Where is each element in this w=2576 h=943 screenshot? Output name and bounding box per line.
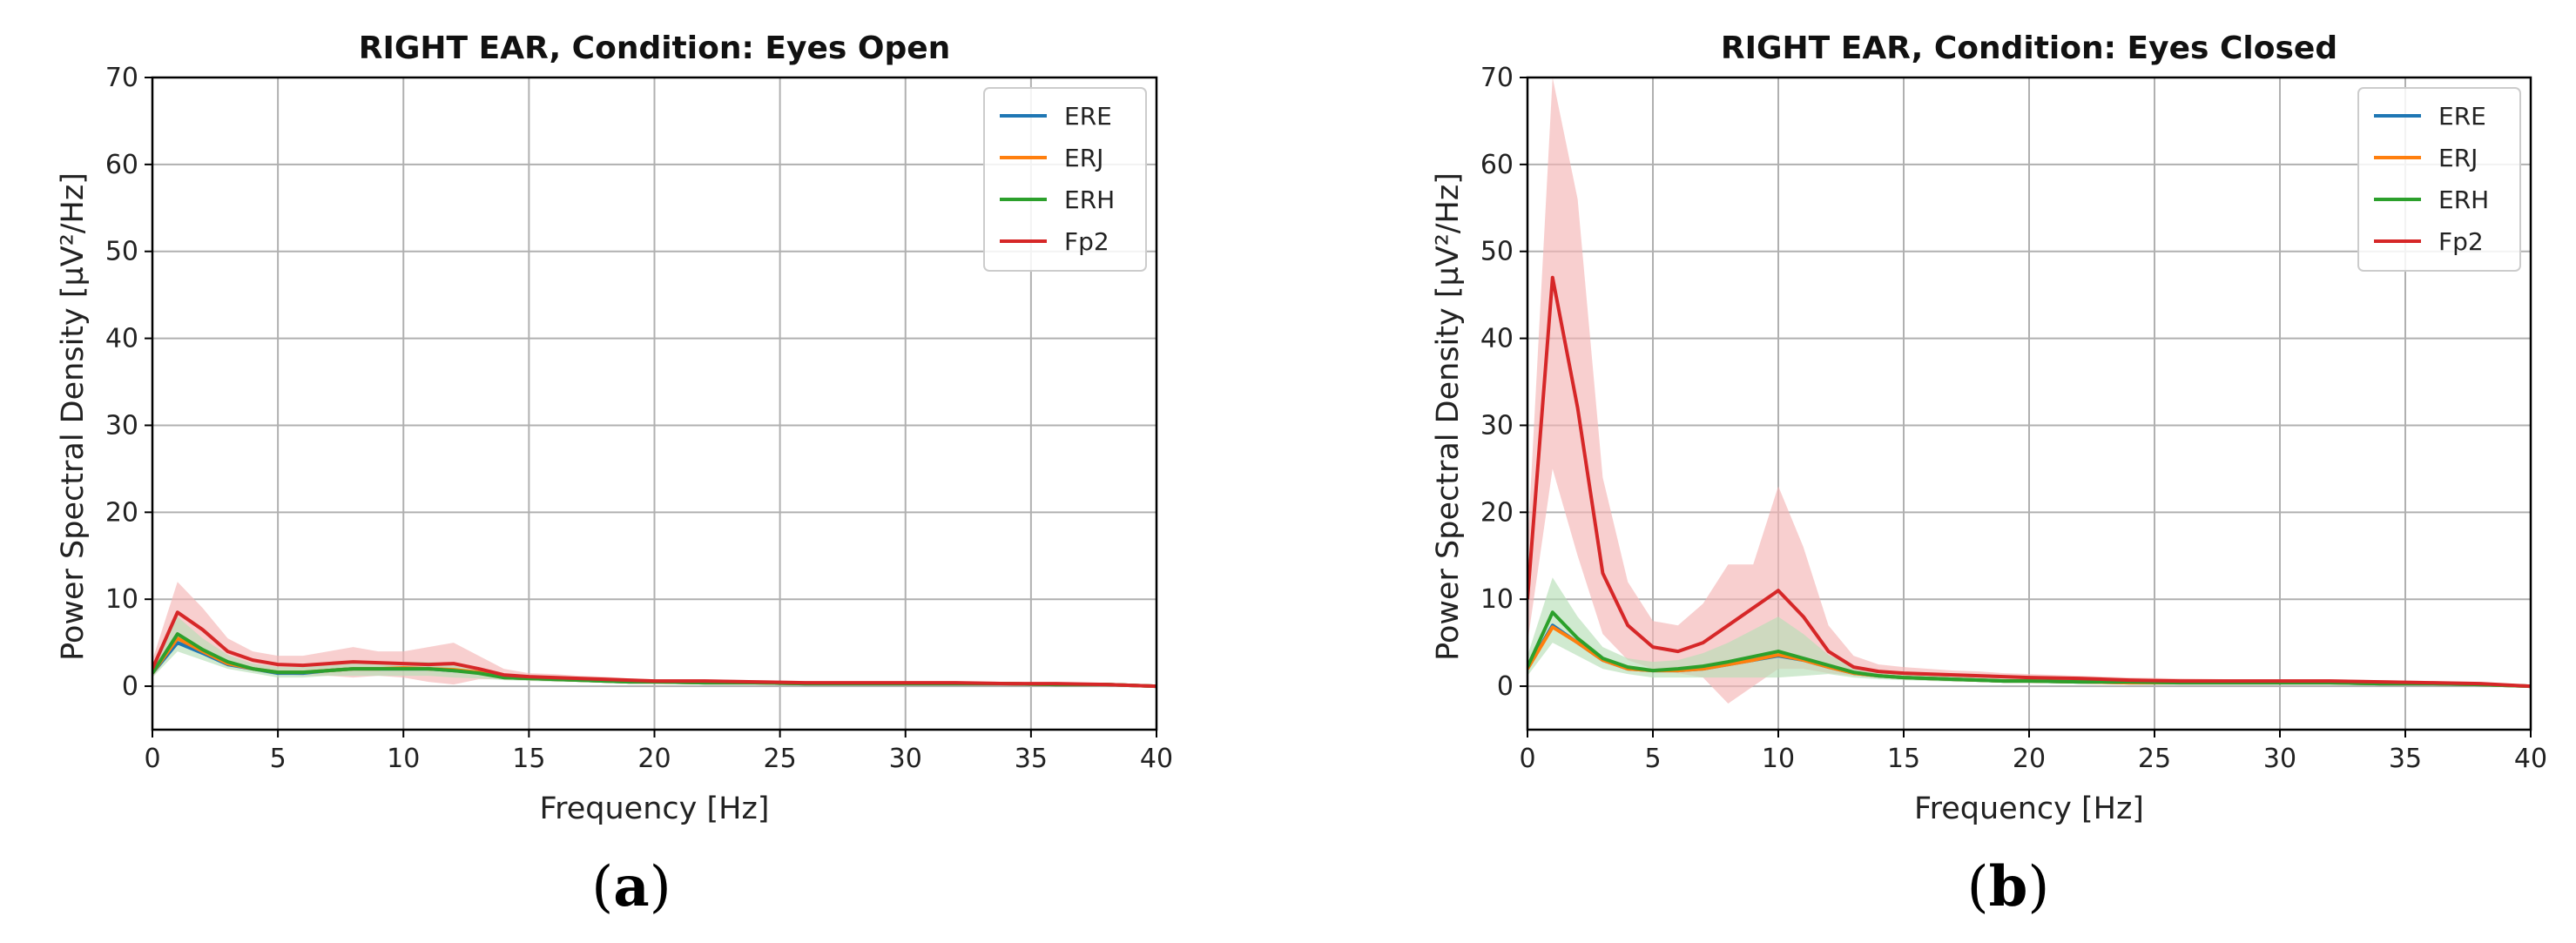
- legend-label-erh: ERH: [2438, 185, 2489, 214]
- y-tick-label: 70: [105, 63, 138, 93]
- x-tick-label: 20: [637, 744, 671, 774]
- y-tick-label: 50: [105, 237, 138, 267]
- legend-label-fp2: Fp2: [2438, 227, 2484, 256]
- caption-open: (: [1967, 855, 1989, 919]
- x-tick-label: 10: [1762, 744, 1795, 774]
- y-tick-label: 40: [1480, 324, 1514, 354]
- y-tick-label: 10: [105, 584, 138, 615]
- y-tick-label: 0: [122, 671, 138, 702]
- x-tick-label: 20: [2013, 744, 2046, 774]
- y-axis-label: Power Spectral Density [µV²/Hz]: [56, 172, 91, 661]
- y-tick-label: 0: [1497, 671, 1514, 702]
- y-tick-label: 30: [1480, 410, 1514, 441]
- y-axis-label: Power Spectral Density [µV²/Hz]: [1431, 172, 1466, 661]
- y-tick-label: 20: [1480, 497, 1514, 528]
- confidence-band-erh: [1527, 577, 2531, 687]
- x-tick-label: 40: [2514, 744, 2547, 774]
- y-tick-label: 60: [105, 150, 138, 180]
- legend-label-ere: ERE: [1064, 102, 1112, 131]
- y-tick-label: 30: [105, 410, 138, 441]
- x-tick-label: 10: [387, 744, 420, 774]
- x-tick-label: 30: [889, 744, 922, 774]
- caption-letter: a: [613, 854, 649, 919]
- x-tick-label: 35: [2389, 744, 2422, 774]
- y-tick-label: 40: [105, 324, 138, 354]
- y-tick-label: 60: [1480, 150, 1514, 180]
- x-tick-label: 30: [2263, 744, 2296, 774]
- confidence-band-fp2: [1527, 77, 2531, 704]
- legend: ERE ERJ ERH Fp2: [983, 87, 1147, 272]
- x-axis-label: Frequency [Hz]: [540, 791, 770, 826]
- x-axis-label: Frequency [Hz]: [1914, 791, 2144, 826]
- confidence-band-fp2: [152, 582, 1157, 687]
- chart-title: RIGHT EAR, Condition: Eyes Open: [359, 30, 951, 66]
- legend-label-ere: ERE: [2438, 102, 2486, 131]
- legend-label-fp2: Fp2: [1064, 227, 1109, 256]
- x-tick-label: 25: [764, 744, 797, 774]
- x-tick-label: 0: [144, 744, 160, 774]
- caption-close: ): [2027, 855, 2049, 919]
- series-line-fp2: [152, 610, 1157, 689]
- x-tick-label: 0: [1519, 744, 1535, 774]
- chart-title: RIGHT EAR, Condition: Eyes Closed: [1721, 30, 2337, 66]
- legend-box: [2357, 87, 2521, 272]
- x-tick-label: 15: [512, 744, 545, 774]
- x-tick-label: 5: [270, 744, 287, 774]
- legend-label-erj: ERJ: [1064, 144, 1103, 172]
- plot-area: [1527, 77, 2531, 704]
- series-line-fp2: [1527, 275, 2531, 689]
- panel-caption: (b): [1967, 854, 2050, 919]
- x-tick-label: 15: [1887, 744, 1920, 774]
- y-tick-label: 20: [105, 497, 138, 528]
- chart-panel-2: 0 5 10 15 20 25 30 35 40 0 10 20 30 40 50 60 70 RIGHT EAR…: [1431, 30, 2547, 919]
- x-tick-label: 40: [1140, 744, 1173, 774]
- plot-area: [152, 582, 1157, 689]
- legend-label-erj: ERJ: [2438, 144, 2478, 172]
- x-tick-label: 35: [1015, 744, 1048, 774]
- panel-caption: (a): [591, 854, 671, 919]
- caption-open: (: [591, 855, 613, 919]
- x-tick-label: 25: [2138, 744, 2171, 774]
- y-tick-label: 70: [1480, 63, 1514, 93]
- caption-letter: b: [1989, 854, 2028, 919]
- caption-close: ): [650, 855, 671, 919]
- y-tick-label: 50: [1480, 237, 1514, 267]
- legend-box: [983, 87, 1147, 272]
- chart-panel-1: 0 5 10 15 20 25 30 35 40 0 10 20 30 40 50 60 70 RIGHT EAR…: [56, 30, 1173, 919]
- x-tick-label: 5: [1644, 744, 1661, 774]
- y-tick-label: 10: [1480, 584, 1514, 615]
- legend: ERE ERJ ERH Fp2: [2357, 87, 2521, 272]
- legend-label-erh: ERH: [1064, 185, 1115, 214]
